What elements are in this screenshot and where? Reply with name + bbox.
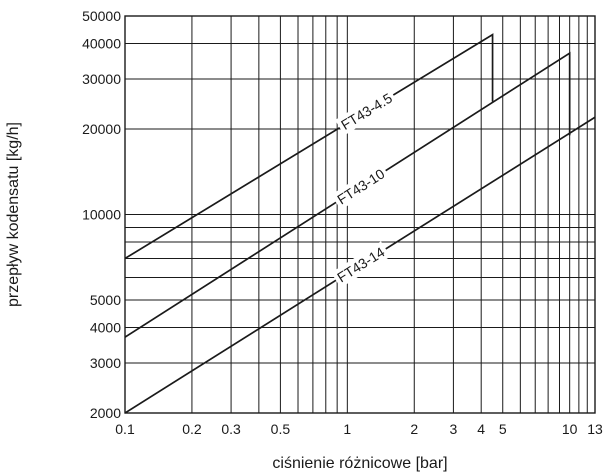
series-line-ft43-4-5 — [124, 33, 494, 260]
series-label-ft43-14: FT43-14 — [334, 244, 387, 286]
series-label-group-ft43-10: FT43-10 — [331, 163, 391, 210]
series-label-background-ft43-14 — [331, 241, 391, 288]
x-tick-label-0-5: 0.5 — [271, 421, 291, 437]
series-label-background-ft43-4-5 — [335, 87, 399, 136]
x-tick-label-1: 1 — [343, 421, 351, 437]
x-tick-label-2: 2 — [410, 421, 418, 437]
series-labels: FT43-4.5 FT43-10 FT43-14 — [331, 87, 399, 288]
y-tick-label-40000: 40000 — [82, 36, 121, 52]
x-tick-label-0-3: 0.3 — [221, 421, 241, 437]
series-label-background-ft43-10 — [331, 163, 391, 210]
plot-frame — [124, 15, 596, 414]
x-axis-title: ciśnienie różnicowe [bar] — [272, 455, 447, 472]
series-line-ft43-10 — [124, 51, 571, 338]
grid — [124, 15, 596, 414]
x-tick-label-4: 4 — [477, 421, 485, 437]
y-tick-label-3000: 3000 — [90, 355, 121, 371]
y-tick-label-5000: 5000 — [90, 292, 121, 308]
y-axis-title: przepływ kodensatu [kg/h] — [5, 122, 22, 307]
series-label-ft43-4-5: FT43-4.5 — [338, 90, 395, 133]
x-tick-label-0-2: 0.2 — [182, 421, 202, 437]
y-tick-label-2000: 2000 — [90, 405, 121, 421]
series-label-ft43-10: FT43-10 — [334, 165, 387, 207]
x-tick-label-10: 10 — [562, 421, 578, 437]
y-tick-label-50000: 50000 — [82, 8, 121, 24]
x-tick-labels: 0.1 0.2 0.3 0.5 1 2 3 4 5 10 13 — [115, 421, 603, 437]
y-tick-label-30000: 30000 — [82, 71, 121, 87]
y-tick-label-4000: 4000 — [90, 320, 121, 336]
y-tick-label-10000: 10000 — [82, 207, 121, 223]
x-tick-label-5: 5 — [499, 421, 507, 437]
y-tick-label-20000: 20000 — [82, 121, 121, 137]
x-tick-label-3: 3 — [450, 421, 458, 437]
series-label-group-ft43-14: FT43-14 — [331, 241, 391, 288]
x-tick-label-0-1: 0.1 — [115, 421, 135, 437]
series-label-group-ft43-4-5: FT43-4.5 — [335, 87, 399, 136]
series-lines — [124, 33, 596, 414]
x-tick-label-13: 13 — [587, 421, 603, 437]
y-tick-labels: 2000 3000 4000 5000 10000 20000 30000 40000 5000… — [82, 8, 121, 421]
